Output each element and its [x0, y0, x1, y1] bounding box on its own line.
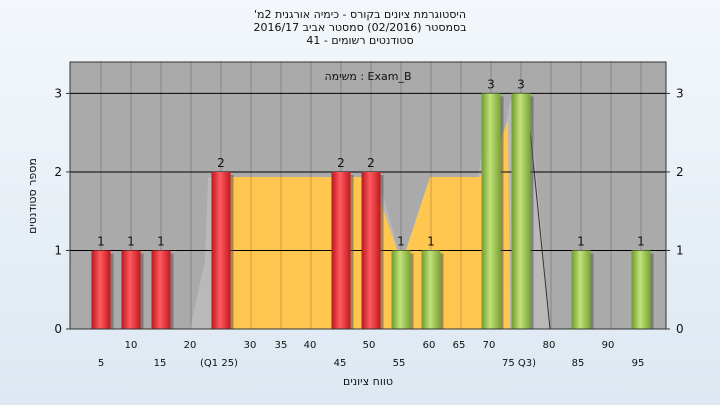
- x-tick-15: 15: [154, 358, 167, 369]
- y-tick-left-3: 3: [54, 86, 62, 100]
- bar-50: [361, 171, 381, 329]
- x-tick-50: 50: [363, 340, 376, 351]
- bar-45: [331, 171, 351, 329]
- x-tick-30: 30: [244, 340, 257, 351]
- chart-title-line-3: סטודנטים רשומים - 41: [306, 34, 414, 47]
- bar-70: [481, 93, 501, 329]
- bar-value-label-55: 1: [397, 234, 405, 248]
- chart-title-line-2: בסמסטר (02/2016) סמסטר אביב 2016/17: [253, 21, 467, 34]
- y-tick-left-1: 1: [54, 243, 62, 257]
- x-tick--Q1-25-: (Q1 25): [200, 358, 238, 369]
- axes: 0 0 1 1 2 2 3 3 10 20 30 35 40 50 60 65 70 80 90 5 15 (Q1 25)…: [54, 61, 684, 369]
- plot-frame: [69, 61, 667, 330]
- bar-15: [151, 250, 171, 329]
- bar-value-label-5: 1: [97, 234, 105, 248]
- x-tick-5: 5: [98, 358, 104, 369]
- chart-title: היסטוגרמת ציונים בקורס - כימיה אורגנית 2…: [0, 8, 720, 47]
- x-tick-45: 45: [334, 358, 347, 369]
- y-tick-right-0: 0: [676, 322, 684, 336]
- x-tick-35: 35: [275, 340, 288, 351]
- y-tick-right-3: 3: [676, 86, 684, 100]
- x-tick-95: 95: [632, 358, 645, 369]
- x-axis-label: טווח ציונים: [343, 375, 393, 388]
- bar-85: [571, 250, 591, 329]
- bar-value-label-10: 1: [127, 234, 135, 248]
- value-labels: 1 1 1 2 2 2 1 1 3 3 1 1: [97, 77, 645, 248]
- x-tick-20: 20: [184, 340, 197, 351]
- x-tick-55: 55: [393, 358, 406, 369]
- bar-75: [511, 93, 531, 329]
- bar-5: [91, 250, 111, 329]
- x-tick-80: 80: [543, 340, 556, 351]
- bar-value-label-75: 3: [517, 77, 525, 91]
- x-tick-90: 90: [602, 340, 615, 351]
- y-tick-left-0: 0: [54, 322, 62, 336]
- bar-55: [391, 250, 411, 329]
- bars: [91, 93, 654, 329]
- bar-value-label-95: 1: [637, 234, 645, 248]
- bar-value-label-50: 2: [367, 156, 375, 170]
- x-tick-40: 40: [304, 340, 317, 351]
- y-axis-label: מספר סטודנטים: [26, 158, 39, 234]
- x-tick-70: 70: [483, 340, 496, 351]
- chart-annotation: משימה : Exam_B: [324, 70, 411, 83]
- bar-value-label-60: 1: [427, 234, 435, 248]
- x-tick-85: 85: [572, 358, 585, 369]
- x-tick-10: 10: [125, 340, 138, 351]
- y-tick-right-1: 1: [676, 243, 684, 257]
- bar-value-label-45: 2: [337, 156, 345, 170]
- bar-value-label-25: 2: [217, 156, 225, 170]
- x-tick-75-Q3-: 75 Q3): [502, 358, 536, 369]
- bar-value-label-70: 3: [487, 77, 495, 91]
- bar-value-label-85: 1: [577, 234, 585, 248]
- y-tick-left-2: 2: [54, 165, 62, 179]
- x-tick-65: 65: [453, 340, 466, 351]
- bar-10: [121, 250, 141, 329]
- grid: [70, 62, 666, 330]
- bar-95: [631, 250, 651, 329]
- chart-title-line-1: היסטוגרמת ציונים בקורס - כימיה אורגנית 2…: [253, 8, 467, 21]
- x-tick-60: 60: [423, 340, 436, 351]
- y-tick-right-2: 2: [676, 165, 684, 179]
- bar-25: [211, 171, 231, 329]
- bar-value-label-15: 1: [157, 234, 165, 248]
- bar-60: [421, 250, 441, 329]
